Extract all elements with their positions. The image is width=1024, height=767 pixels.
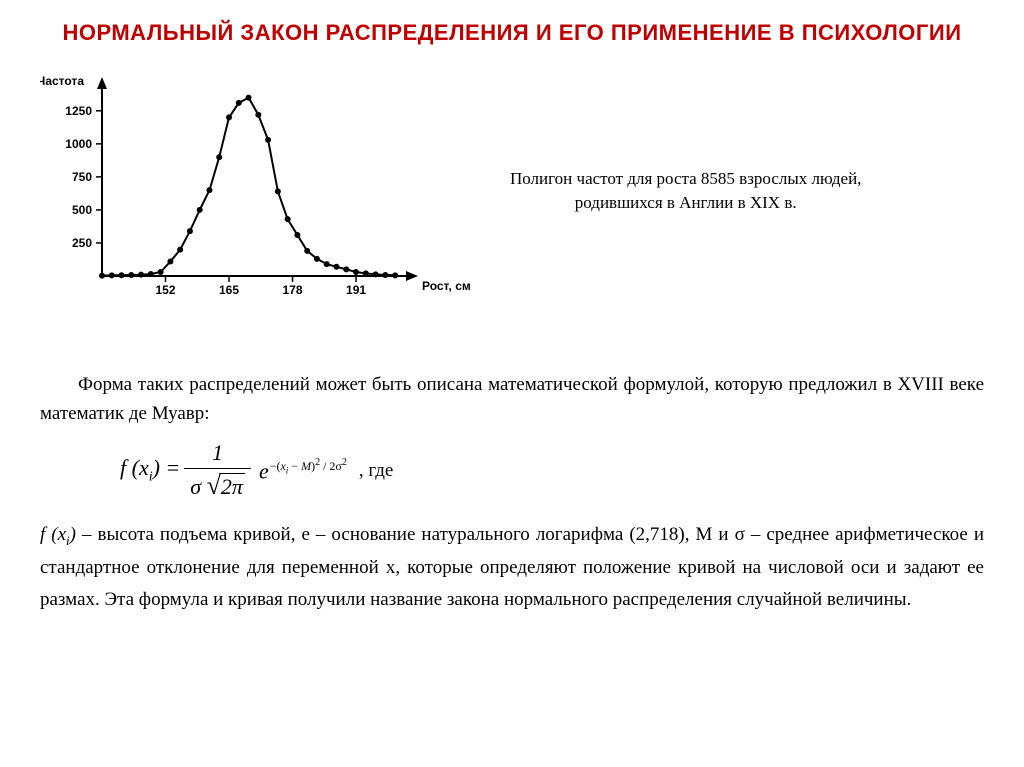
frequency-polygon-chart: 250 500 750 1000 1250 152 165 178 191 Частота Рост… [40,71,470,311]
explanation-text: – высота подъема кривой, e – основание н… [40,524,984,610]
chart-caption: Полигон частот для роста 8585 взрослых л… [510,167,861,215]
fx-close: ) [70,524,76,545]
formula-tail: , где [359,460,393,482]
svg-text:750: 750 [72,170,92,184]
svg-text:1000: 1000 [65,137,92,151]
formula-e: e [259,458,269,483]
formula-sigma: σ [190,474,201,499]
svg-text:152: 152 [155,283,175,297]
intro-paragraph: Форма таких распределений может быть опи… [40,371,984,428]
formula-radicand: 2π [219,473,245,500]
explanation-paragraph: f (xi) – высота подъема кривой, e – осно… [40,519,984,616]
svg-text:250: 250 [72,236,92,250]
svg-text:500: 500 [72,203,92,217]
formula-lhs-close: ) = [153,455,181,480]
svg-text:165: 165 [219,283,239,297]
svg-text:Рост, см: Рост, см [422,279,470,293]
formula-lhs: f (x [120,455,149,480]
svg-text:191: 191 [346,283,366,297]
formula-numerator: 1 [206,440,229,468]
caption-line2: родившихся в Англии в XIX в. [510,191,861,215]
svg-text:1250: 1250 [65,104,92,118]
page-title: НОРМАЛЬНЫЙ ЗАКОН РАСПРЕДЕЛЕНИЯ И ЕГО ПРИ… [40,20,984,46]
formula-exponent: −(xi − M)2 / 2σ2 [270,459,347,473]
normal-distribution-formula: f (xi) = 1 σ √ 2π e−(xi − M)2 / 2σ2 , гд… [120,440,984,501]
svg-text:Частота: Частота [40,74,84,88]
caption-line1: Полигон частот для роста 8585 взрослых л… [510,167,861,191]
svg-text:178: 178 [283,283,303,297]
fx-prefix: f (x [40,524,66,545]
